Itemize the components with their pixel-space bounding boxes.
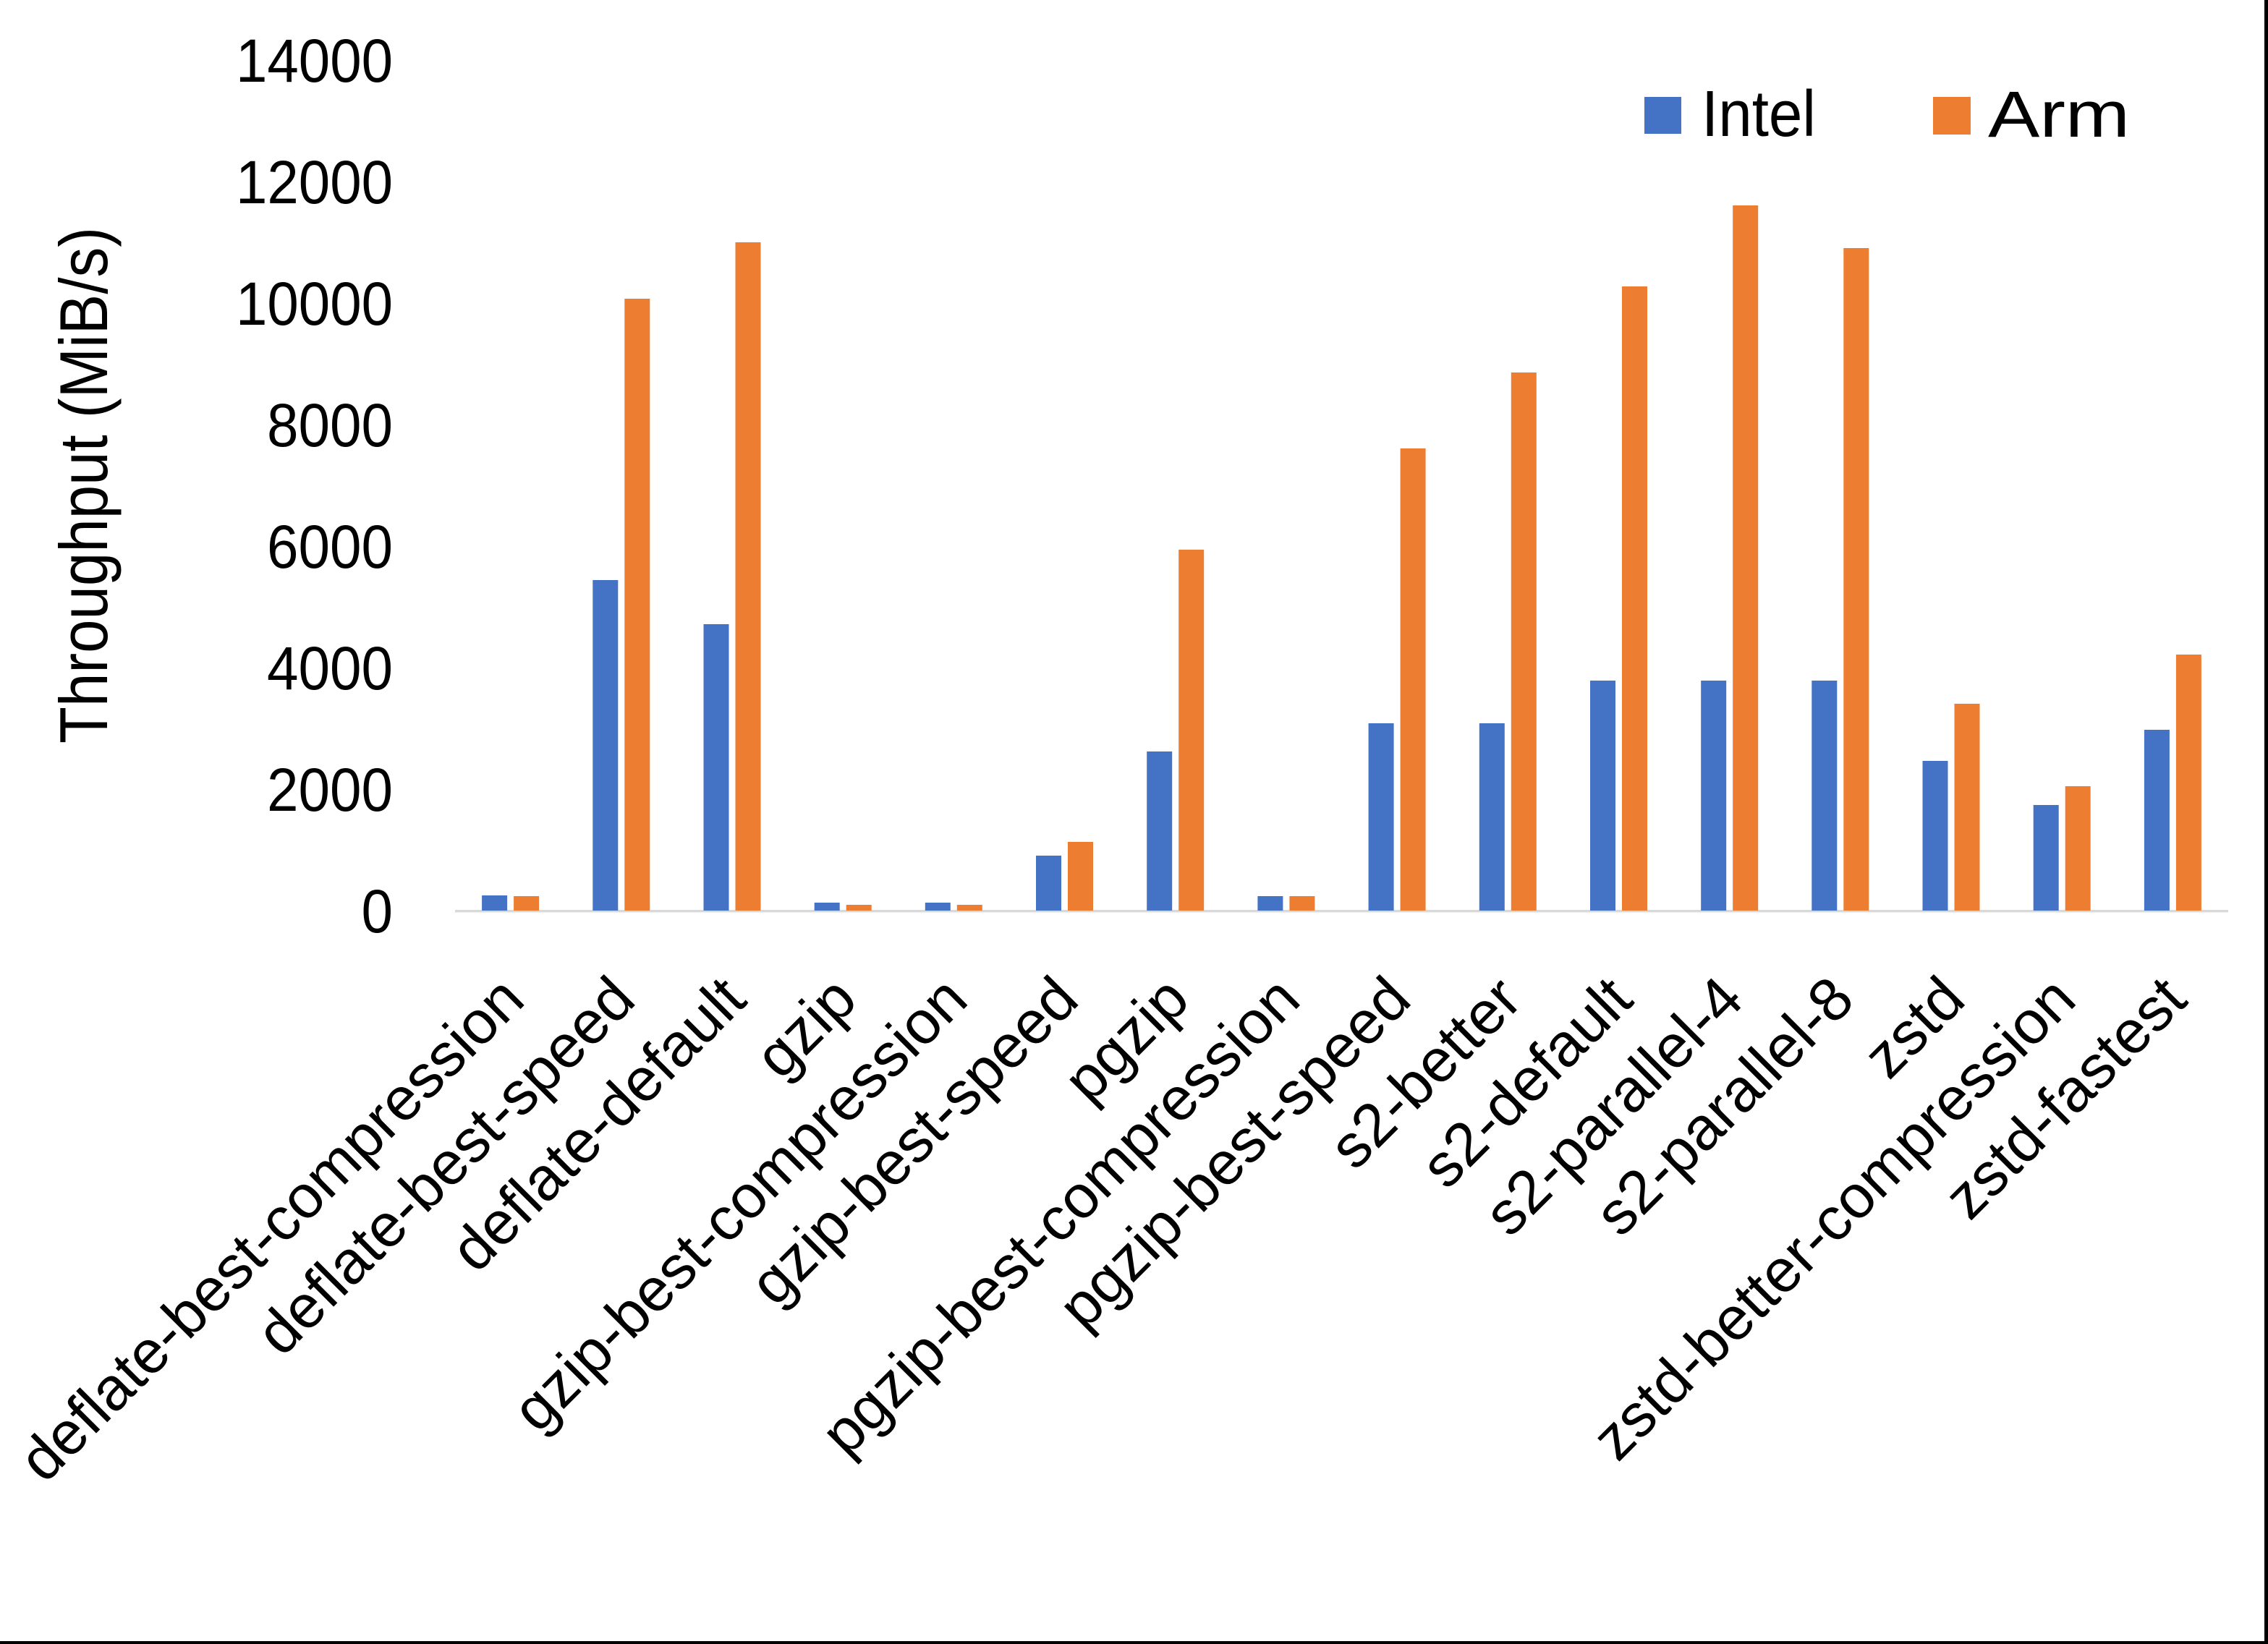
svg-text:10000: 10000 bbox=[236, 270, 393, 338]
svg-text:12000: 12000 bbox=[236, 148, 393, 216]
svg-text:14000: 14000 bbox=[236, 27, 393, 95]
svg-text:Throughput (MiB/s): Throughput (MiB/s) bbox=[46, 227, 122, 744]
svg-text:Intel: Intel bbox=[1702, 78, 1816, 150]
svg-text:0: 0 bbox=[362, 877, 394, 945]
svg-text:4000: 4000 bbox=[267, 634, 393, 702]
svg-text:2000: 2000 bbox=[267, 756, 393, 824]
svg-text:Arm: Arm bbox=[1988, 79, 2130, 151]
svg-text:6000: 6000 bbox=[267, 513, 393, 581]
svg-text:8000: 8000 bbox=[267, 391, 393, 459]
